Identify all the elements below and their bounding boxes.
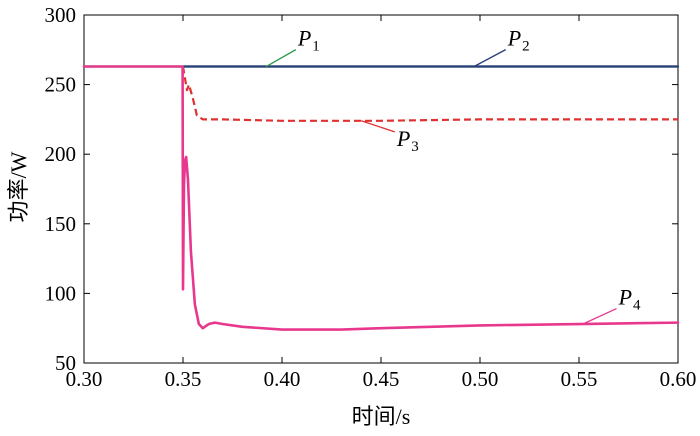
x-axis-title: 时间/s (352, 404, 411, 429)
x-tick-label: 0.35 (165, 367, 202, 391)
y-tick-label: 300 (45, 3, 77, 27)
series-label-p2: P2 (507, 26, 530, 55)
series-line-p4 (82, 65, 680, 331)
y-tick-label: 150 (45, 212, 77, 236)
x-tick-label: 0.40 (264, 367, 301, 391)
leader-line-p2 (473, 49, 507, 68)
x-tick-label: 0.55 (561, 367, 598, 391)
leader-line-p4 (582, 307, 617, 325)
annotations-layer: P1 P2 P3 P4 (265, 26, 641, 325)
series-label-p4: P4 (618, 285, 641, 314)
y-tick-label: 200 (45, 142, 77, 166)
axes: 0.30 0.35 0.40 0.45 0.50 0.55 0.60 50 100 150 200 2… (45, 3, 697, 391)
y-tick-label: 250 (45, 73, 77, 97)
series-label-p1: P1 (297, 26, 320, 55)
leader-line-p3 (360, 120, 396, 133)
y-tick-label: 100 (45, 281, 77, 305)
x-tick-label: 0.45 (363, 367, 400, 391)
y-axis-title: 功率/W (6, 151, 31, 222)
x-tick-label: 0.60 (660, 367, 697, 391)
series-layer (82, 65, 680, 331)
series-label-p3: P3 (396, 126, 419, 155)
series-line-p3 (181, 66, 678, 122)
leader-line-p1 (265, 49, 297, 68)
x-tick-label: 0.50 (462, 367, 499, 391)
x-tick-label: 0.30 (66, 367, 103, 391)
y-tick-label: 50 (55, 351, 76, 375)
